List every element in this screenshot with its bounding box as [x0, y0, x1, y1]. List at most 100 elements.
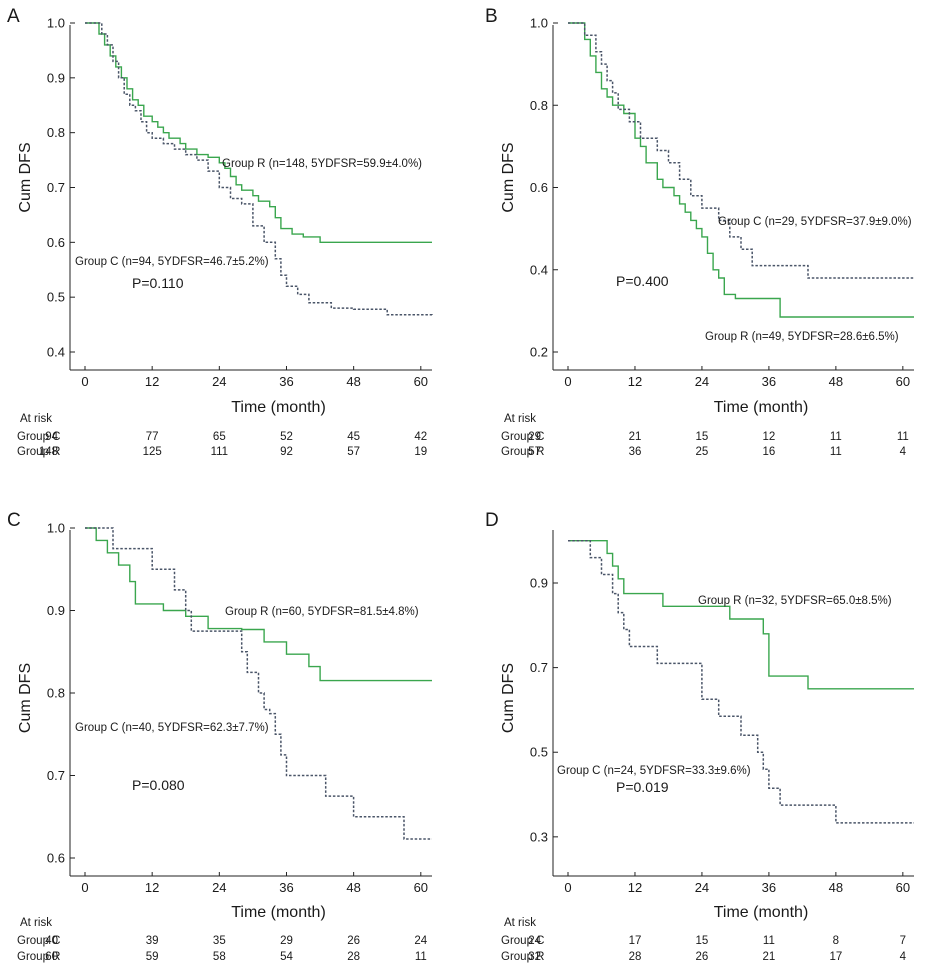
y-tick-label: 0.9	[530, 576, 548, 591]
x-tick-label: 36	[762, 880, 776, 895]
panel-c: C 0.6 0.7 0.8 0.9 1.0 0 12 24 36 48 60 Time (month) C…	[7, 510, 432, 963]
x-tick-label: 36	[762, 374, 776, 389]
series-annotation: Group C (n=29, 5YDFSR=37.9±9.0%)	[718, 216, 912, 228]
x-tick-label: 36	[279, 880, 293, 895]
y-tick-label: 0.7	[530, 660, 548, 675]
x-tick-label: 12	[628, 880, 642, 895]
at-risk-count: 26	[696, 951, 709, 963]
y-axis-title: Cum DFS	[17, 142, 34, 212]
y-tick-label: 0.6	[530, 180, 548, 195]
series-annotation: Group R (n=148, 5YDFSR=59.9±4.0%)	[222, 158, 422, 170]
at-risk-count: 16	[763, 446, 776, 458]
at-risk-count: 12	[763, 431, 776, 443]
at-risk-count: 111	[211, 446, 228, 458]
p-value: P=0.400	[616, 273, 669, 289]
km-curve-group-c	[568, 22, 914, 279]
at-risk-count: 7	[900, 935, 906, 947]
at-risk-count: 59	[146, 951, 159, 963]
y-tick-label: 0.7	[47, 768, 65, 783]
at-risk-count: 17	[629, 935, 642, 947]
km-curve-group-r	[85, 22, 432, 243]
at-risk-count: 52	[280, 431, 293, 443]
km-curve-group-r	[568, 22, 914, 318]
at-risk-label: At risk	[504, 917, 536, 929]
at-risk-count: 17	[829, 951, 842, 963]
at-risk-count: 11	[415, 951, 427, 963]
at-risk-count: 39	[146, 935, 159, 947]
at-risk-group-name: Group C	[501, 431, 544, 443]
at-risk-count: 21	[763, 951, 776, 963]
panel-letter: B	[485, 6, 498, 27]
x-tick-label: 48	[346, 880, 360, 895]
at-risk-count: 94	[45, 431, 58, 443]
at-risk-count: 58	[213, 951, 226, 963]
at-risk-group-name: Group R	[501, 446, 544, 458]
y-tick-label: 1.0	[47, 16, 65, 31]
at-risk-count: 24	[528, 935, 541, 947]
at-risk-count: 65	[213, 431, 226, 443]
x-axis-title: Time (month)	[231, 904, 326, 921]
km-curve-group-r	[568, 540, 914, 690]
y-tick-label: 0.8	[47, 125, 65, 140]
at-risk-label: At risk	[20, 917, 52, 929]
x-tick-label: 48	[829, 880, 843, 895]
at-risk-count: 11	[830, 431, 842, 443]
series-annotation: Group C (n=94, 5YDFSR=46.7±5.2%)	[75, 256, 269, 268]
x-tick-label: 24	[695, 880, 709, 895]
x-tick-label: 12	[628, 374, 642, 389]
at-risk-count: 15	[696, 935, 709, 947]
y-tick-label: 0.7	[47, 180, 65, 195]
panel-letter: C	[7, 510, 21, 531]
x-tick-label: 24	[212, 374, 226, 389]
at-risk-count: 19	[414, 446, 427, 458]
p-value: P=0.080	[132, 777, 185, 793]
at-risk-count: 11	[830, 446, 842, 458]
at-risk-count: 29	[280, 935, 293, 947]
y-tick-label: 0.6	[47, 851, 65, 866]
y-axis-title: Cum DFS	[500, 663, 517, 733]
x-tick-label: 48	[829, 374, 843, 389]
x-tick-label: 48	[346, 374, 360, 389]
x-tick-label: 0	[564, 880, 571, 895]
at-risk-count: 35	[213, 935, 226, 947]
x-axis-title: Time (month)	[714, 904, 809, 921]
at-risk-group-name: Group C	[17, 935, 60, 947]
y-tick-label: 0.4	[47, 345, 65, 360]
at-risk-count: 42	[414, 431, 427, 443]
at-risk-count: 77	[146, 431, 159, 443]
y-tick-label: 0.3	[530, 829, 548, 844]
y-tick-label: 1.0	[530, 16, 548, 31]
x-tick-label: 0	[81, 880, 88, 895]
series-annotation: Group C (n=40, 5YDFSR=62.3±7.7%)	[75, 722, 269, 734]
at-risk-count: 21	[629, 431, 642, 443]
y-axis-title: Cum DFS	[17, 663, 34, 733]
at-risk-label: At risk	[504, 413, 536, 425]
at-risk-count: 36	[629, 446, 642, 458]
at-risk-label: At risk	[20, 413, 52, 425]
x-tick-label: 24	[212, 880, 226, 895]
x-tick-label: 60	[414, 374, 428, 389]
panel-a: A 0.4 0.5 0.6 0.7 0.8 0.9 1.0 0 12 24 36 48 60 Time (m…	[7, 6, 433, 458]
at-risk-count: 57	[528, 446, 541, 458]
at-risk-count: 25	[696, 446, 709, 458]
series-annotation: Group R (n=60, 5YDFSR=81.5±4.8%)	[225, 606, 419, 618]
x-tick-label: 60	[896, 374, 910, 389]
at-risk-count: 8	[833, 935, 839, 947]
km-curve-group-c	[85, 527, 432, 840]
y-tick-label: 0.9	[47, 603, 65, 618]
panel-letter: A	[7, 6, 20, 27]
km-curve-group-c	[85, 22, 433, 316]
panel-letter: D	[485, 510, 499, 531]
y-tick-label: 0.5	[530, 745, 548, 760]
p-value: P=0.110	[132, 275, 184, 291]
at-risk-count: 148	[39, 446, 58, 458]
at-risk-count: 11	[897, 431, 909, 443]
at-risk-count: 28	[347, 951, 360, 963]
at-risk-count: 92	[280, 446, 293, 458]
x-tick-label: 60	[414, 880, 428, 895]
y-tick-label: 0.8	[530, 98, 548, 113]
at-risk-count: 11	[763, 935, 775, 947]
panel-b: B 0.2 0.4 0.6 0.8 1.0 0 12 24 36 48 60 Time (month) C…	[485, 6, 914, 458]
x-tick-label: 12	[145, 880, 159, 895]
